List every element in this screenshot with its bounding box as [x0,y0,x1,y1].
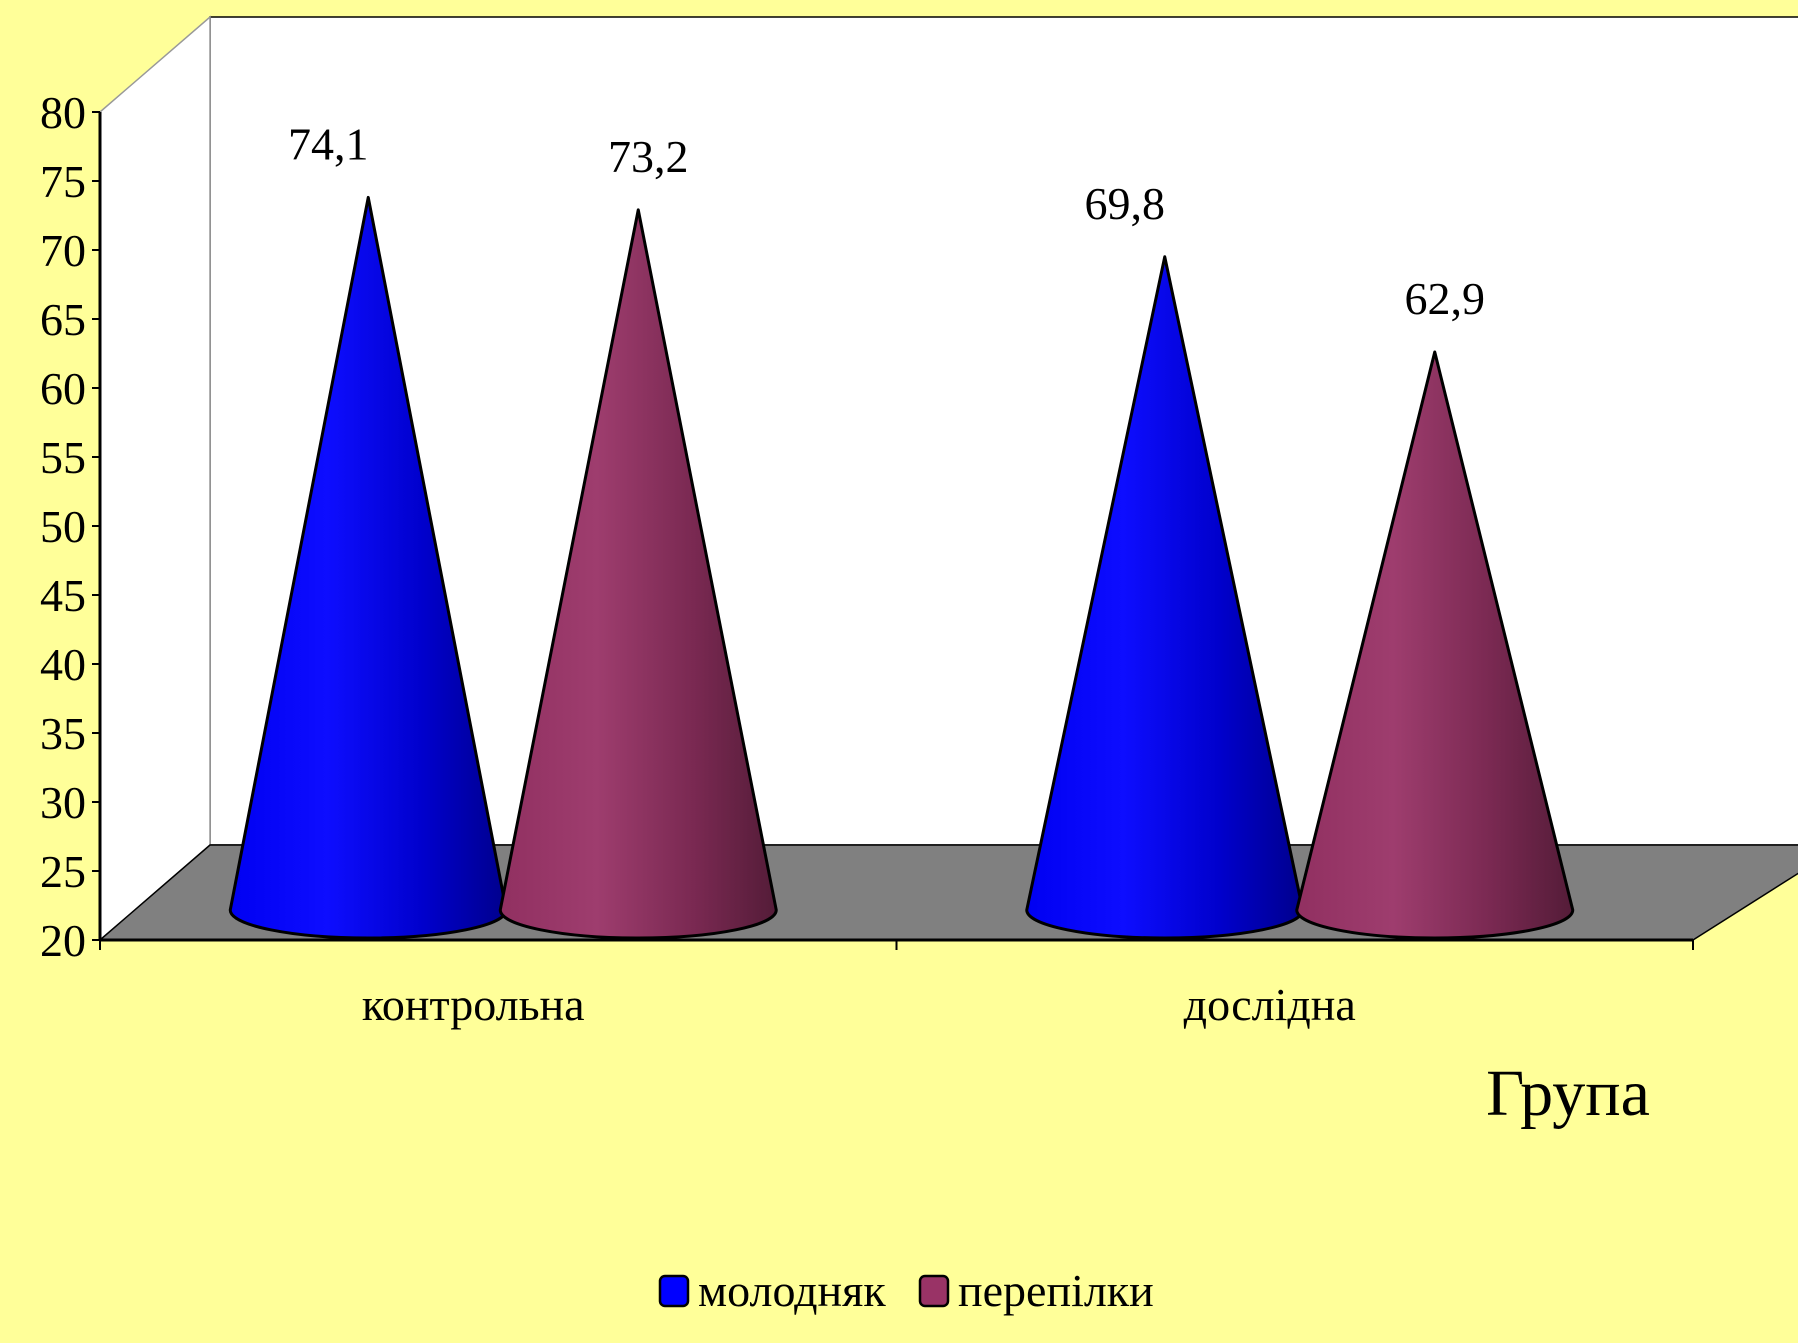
data-label: 62,9 [1405,273,1486,324]
y-tick-label: 75 [40,156,86,207]
side-wall [99,15,211,942]
y-tick-label: 30 [40,777,86,828]
x-axis-title: Група [1486,1057,1650,1130]
cone-series2-0 [498,208,778,940]
y-tick-label: 50 [40,501,86,552]
cone-series2-1 [1295,350,1575,940]
y-tick-label: 65 [40,294,86,345]
cone-series1-0 [228,195,508,940]
legend: молодняк перепілки [658,1265,1154,1316]
x-tick-label: контрольна [362,979,585,1030]
data-label: 74,1 [288,118,369,169]
data-label: 69,8 [1085,178,1166,229]
y-tick-label: 35 [40,708,86,759]
y-axis: 20 25 30 35 40 45 50 55 60 65 70 75 80 [40,87,102,966]
legend-swatch-1 [658,1274,690,1308]
data-label: 73,2 [608,131,689,182]
legend-label-2: перепілки [958,1265,1154,1316]
legend-label-1: молодняк [698,1265,886,1316]
legend-swatch-2 [918,1274,950,1308]
series-marks [228,195,1575,940]
x-tick-label: дослідна [1184,979,1356,1030]
y-tick-label: 25 [40,846,86,897]
y-tick-label: 40 [40,639,86,690]
y-tick-label: 20 [40,915,86,966]
y-tick-label: 55 [40,432,86,483]
y-tick-label: 45 [40,570,86,621]
y-tick-label: 70 [40,225,86,276]
y-tick-label: 60 [40,363,86,414]
x-axis: контрольна дослідна [99,938,1694,1030]
cone-series1-1 [1025,255,1305,940]
data-labels: 74,1 69,8 73,2 62,9 [288,118,1485,324]
y-tick-label: 80 [40,87,86,138]
